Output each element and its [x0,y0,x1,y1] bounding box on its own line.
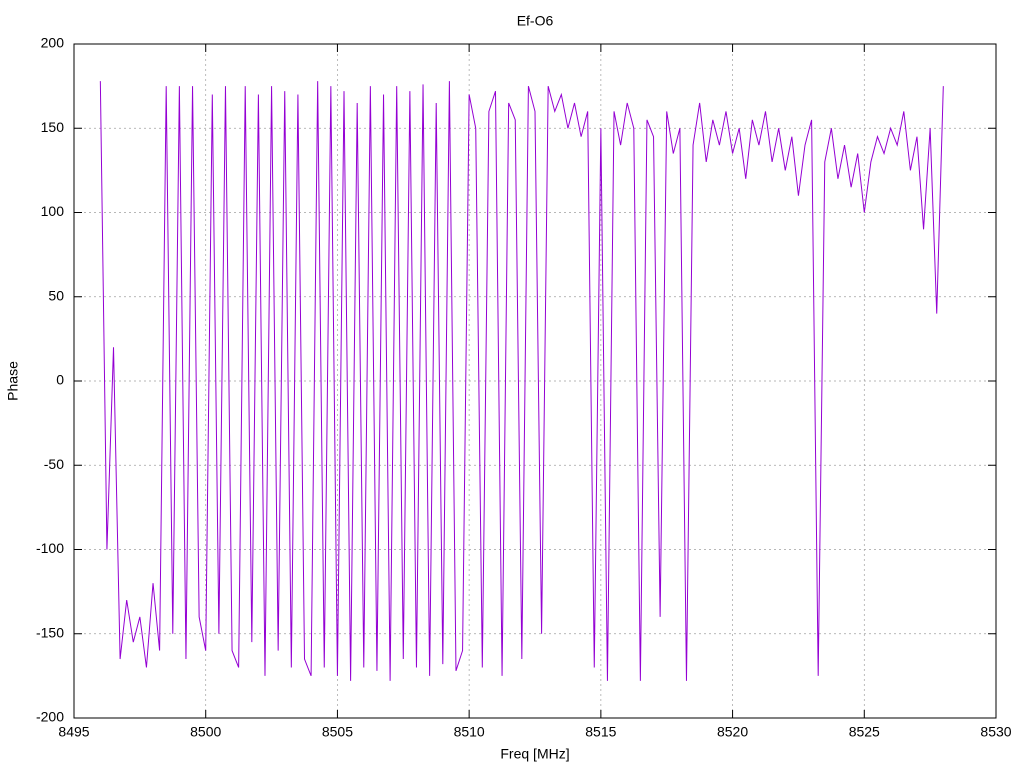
y-tick-label: 0 [56,372,64,388]
x-tick-label: 8520 [717,724,748,740]
y-tick-label: -150 [36,624,64,640]
data-line [99,81,944,681]
x-tick-label: 8515 [585,724,616,740]
y-tick-label: 150 [41,119,65,135]
x-tick-label: 8505 [322,724,353,740]
plot-border [73,43,997,719]
y-tick-label: 50 [48,287,64,303]
x-tick-label: 8510 [454,724,485,740]
y-tick-label: -100 [36,540,64,556]
x-tick-label: 8495 [58,724,89,740]
x-tick-label: 8530 [980,724,1011,740]
chart-title: Ef-O6 [517,13,554,29]
x-axis-label: Freq [MHz] [500,746,569,762]
y-tick-label: 200 [41,35,65,51]
y-tick-label: -50 [44,456,64,472]
x-tick-label: 8525 [849,724,880,740]
x-tick-label: 8500 [190,724,221,740]
y-tick-label: -200 [36,709,64,725]
y-tick-label: 100 [41,203,65,219]
y-axis-label: Phase [5,361,21,401]
